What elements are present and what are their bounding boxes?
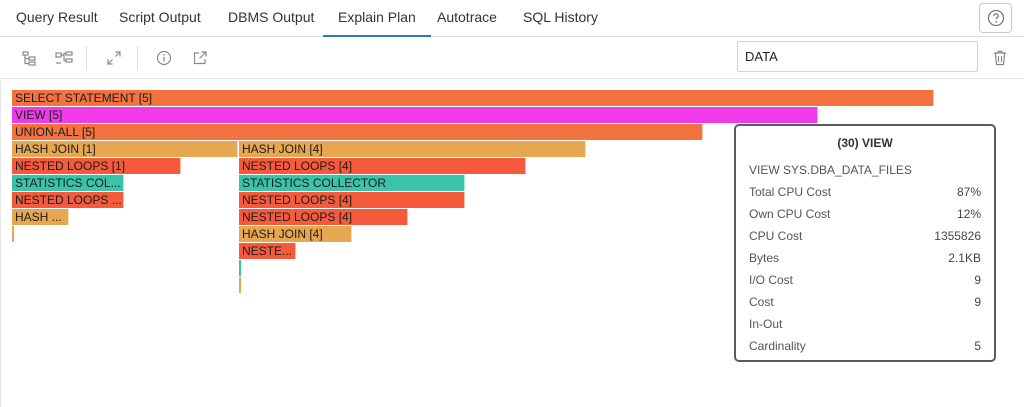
tooltip-title: (30) VIEW (837, 136, 893, 150)
toolbar-divider (137, 46, 138, 70)
trash-icon (994, 50, 1006, 65)
tooltip-label: Cardinality (749, 339, 806, 353)
plan-node-hash-join[interactable]: HASH JOIN [1] (12, 141, 238, 157)
open-external-icon (193, 51, 207, 65)
tooltip-row: Bytes 2.1KB (749, 249, 981, 267)
tab-autotrace[interactable]: Autotrace (437, 9, 497, 25)
expand-icon (107, 51, 121, 65)
plan-node-union-all[interactable]: UNION-ALL [5] (12, 124, 703, 140)
tab-dbms-output[interactable]: DBMS Output (228, 9, 315, 25)
expand-button[interactable] (104, 48, 124, 68)
explain-plan-canvas (0, 80, 1024, 407)
tooltip-row: CPU Cost 1355826 (749, 227, 981, 245)
tab-explain-plan[interactable]: Explain Plan (323, 0, 431, 37)
plan-node-statistics-collector[interactable]: STATISTICS COL... (12, 175, 124, 191)
plan-node-leaf[interactable] (12, 226, 14, 242)
plan-node-hash-join[interactable]: HASH JOIN [4] (239, 226, 352, 242)
toolbar-divider (86, 46, 87, 70)
plan-node-nested-loops[interactable]: NESTED LOOPS [4] (239, 158, 526, 174)
plan-node-nested-loops[interactable]: NESTED LOOPS [4] (239, 192, 465, 208)
info-button[interactable] (154, 48, 174, 68)
tooltip-label: Cost (749, 295, 774, 309)
plan-node-nested-loops[interactable]: NESTED LOOPS [1] (12, 158, 181, 174)
plan-node-select-statement[interactable]: SELECT STATEMENT [5] (12, 90, 934, 106)
plan-node-statistics-collector[interactable]: STATISTICS COLLECTOR (239, 175, 465, 191)
clear-button[interactable] (990, 47, 1010, 67)
tab-sql-history[interactable]: SQL History (523, 9, 598, 25)
tooltip-value: 9 (974, 295, 981, 309)
tooltip-label: In-Out (749, 317, 783, 331)
tooltip-value: 9 (974, 273, 981, 287)
diagram-view-icon (55, 51, 73, 64)
plan-node-view[interactable]: VIEW [5] (12, 107, 818, 123)
plan-node-nested-loops[interactable]: NESTED LOOPS ... (12, 192, 124, 208)
tooltip-label: Bytes (749, 251, 780, 265)
open-external-button[interactable] (190, 48, 210, 68)
tooltip-value: 5 (974, 339, 981, 353)
help-icon (987, 9, 1004, 27)
plan-node-leaf[interactable] (239, 260, 241, 276)
diagram-view-button[interactable] (54, 48, 74, 68)
tooltip-label: CPU Cost (749, 229, 803, 243)
tooltip-value: 2.1KB (948, 251, 981, 265)
plan-node-tooltip: (30) VIEW VIEW SYS.DBA_DATA_FILES Total … (734, 124, 996, 362)
explain-plan-toolbar (0, 37, 1024, 79)
tab-script-output[interactable]: Script Output (119, 9, 201, 25)
tooltip-subtitle: VIEW SYS.DBA_DATA_FILES (749, 163, 912, 177)
tree-view-icon (22, 51, 36, 66)
plan-node-hash-join[interactable]: HASH JOIN [4] (239, 141, 586, 157)
tooltip-row: Cost 9 (749, 293, 981, 311)
tooltip-value: 1355826 (934, 229, 981, 243)
tooltip-row: Cardinality 5 (749, 337, 981, 355)
search-input[interactable] (737, 41, 978, 72)
tooltip-row: I/O Cost 9 (749, 271, 981, 289)
tooltip-row: Total CPU Cost 87% (749, 183, 981, 201)
plan-node-nested-loops[interactable]: NESTED LOOPS [4] (239, 209, 408, 225)
plan-node-leaf[interactable] (239, 277, 241, 293)
tooltip-row: In-Out (749, 315, 981, 333)
help-button[interactable] (979, 3, 1012, 33)
tooltip-label: I/O Cost (749, 273, 794, 287)
tooltip-value: 87% (956, 185, 981, 199)
tree-view-button[interactable] (19, 48, 39, 68)
tab-query-result[interactable]: Query Result (16, 9, 98, 25)
tooltip-label: Own CPU Cost (749, 207, 831, 221)
results-tab-bar: Query Result Script Output DBMS Output E… (0, 0, 1024, 37)
info-icon (156, 50, 172, 66)
plan-node-hash-join[interactable]: HASH ... (12, 209, 69, 225)
tooltip-label: Total CPU Cost (749, 185, 832, 199)
plan-node-nested-loops[interactable]: NESTE... (239, 243, 296, 259)
tooltip-row: Own CPU Cost 12% (749, 205, 981, 223)
tooltip-value: 12% (956, 207, 981, 221)
